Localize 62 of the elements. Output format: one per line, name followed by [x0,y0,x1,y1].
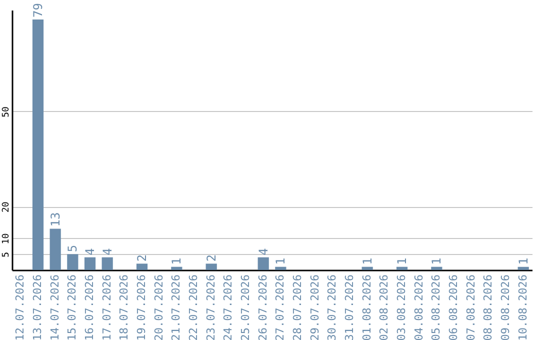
x-tick-label: 18.07.2026 [118,274,131,340]
x-tick-label: 14.07.2026 [48,274,62,340]
x-tick-label: 01.08.2026 [360,274,374,340]
x-tick-label: 23.07.2026 [204,274,218,340]
data-label: 13 [48,212,62,227]
data-label: 5 [66,244,80,252]
x-tick-label: 19.07.2026 [135,274,148,340]
x-tick-label: 25.07.2026 [239,274,252,340]
bar [431,266,442,270]
data-label: 2 [135,254,149,262]
data-label: 1 [274,258,288,265]
x-tick-label: 29.07.2026 [308,274,322,340]
x-tick-label: 02.08.2026 [378,274,391,340]
data-label: 4 [83,248,97,256]
data-label: 1 [170,258,184,265]
x-tick-label: 31.07.2026 [343,274,356,340]
data-label: 1 [395,258,409,265]
data-label: 4 [100,248,114,256]
x-tick-label: 05.08.2026 [430,274,443,340]
data-label: 79 [31,3,45,18]
data-label: 1 [516,258,530,265]
x-tick-label: 30.07.2026 [326,274,339,340]
data-label: 1 [360,258,374,265]
x-tick-label: 24.07.2026 [222,274,235,340]
x-tick-label: 09.08.2026 [499,274,512,340]
x-tick-label: 21.07.2026 [170,274,183,340]
x-tick-label: 03.08.2026 [395,274,408,340]
x-tick-label: 17.07.2026 [100,274,114,340]
bar [102,257,113,270]
data-label: 1 [430,258,444,265]
data-label: 4 [256,248,270,256]
bar [84,257,96,270]
bar [518,266,529,270]
bar [136,264,148,270]
bar [171,266,182,270]
bar [32,20,44,270]
x-tick-label: 07.08.2026 [464,274,478,340]
x-tick-label: 13.07.2026 [31,274,44,340]
y-tick-label: 10 [2,233,12,244]
data-label: 2 [204,254,218,262]
x-tick-label: 22.07.2026 [187,274,200,340]
y-tick-label: 20 [2,202,12,213]
y-tick-label: 5 [2,252,12,258]
x-tick-label: 04.08.2026 [412,274,426,340]
x-tick-label: 08.08.2026 [482,274,495,340]
x-tick-label: 06.08.2026 [447,274,460,340]
bar [275,266,286,270]
x-tick-label: 15.07.2026 [66,274,79,340]
bar [67,254,78,270]
y-tick-label: 50 [2,106,12,118]
x-tick-label: 16.07.2026 [83,274,96,340]
bar [258,257,269,270]
x-tick-label: 26.07.2026 [256,274,270,340]
bar [206,264,217,270]
x-tick-label: 27.07.2026 [274,274,287,340]
x-tick-label: 10.08.2026 [516,274,530,340]
bar [50,228,61,270]
x-tick-label: 12.07.2026 [14,274,27,340]
bar [362,266,373,270]
bar [396,266,408,270]
x-tick-label: 28.07.2026 [291,274,304,340]
x-tick-label: 20.07.2026 [152,274,166,340]
